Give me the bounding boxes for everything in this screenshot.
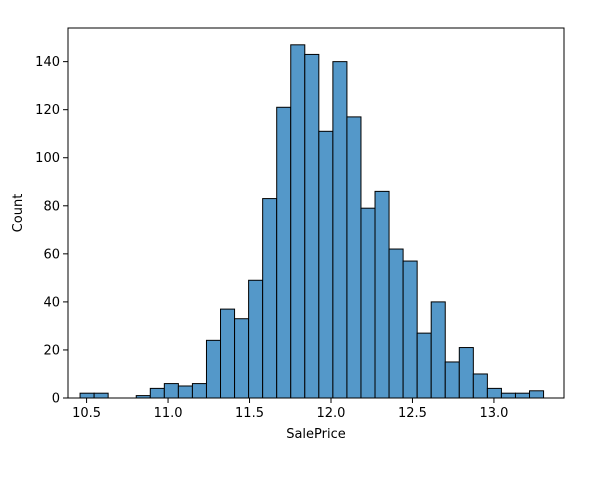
histogram-bar [416, 332, 432, 399]
x-axis-label: SalePrice [286, 427, 346, 442]
y-tick-label: 60 [43, 247, 60, 262]
y-tick-label: 140 [35, 55, 60, 70]
histogram-bar [318, 130, 334, 399]
y-tick-label: 0 [52, 392, 60, 407]
x-axis-ticks: 10.5 11.0 11.5 12.0 12.5 13.0 [72, 398, 508, 421]
histogram-bar [276, 106, 292, 399]
x-tick-label: 10.5 [72, 406, 101, 421]
histogram-bar [486, 387, 502, 399]
histogram-bar [220, 308, 236, 399]
histogram-bar [163, 383, 179, 399]
histogram-bar [93, 392, 109, 399]
histogram-bars [79, 44, 545, 399]
histogram-bar [149, 387, 165, 399]
y-tick-label: 20 [43, 343, 60, 358]
histogram-bar [388, 248, 404, 399]
plot-frame [67, 27, 565, 399]
x-tick-label: 11.0 [154, 406, 183, 421]
histogram-bar [500, 392, 516, 399]
histogram-bar [304, 53, 320, 399]
histogram-bar [402, 260, 418, 399]
histogram-bar [79, 392, 95, 399]
histogram-bar [234, 318, 250, 399]
histogram-bar [529, 390, 545, 399]
histogram-bar [248, 279, 264, 399]
histogram-bar [290, 44, 306, 399]
histogram-bar [262, 198, 278, 399]
x-tick-label: 11.5 [235, 406, 264, 421]
x-tick-label: 13.0 [479, 406, 508, 421]
histogram-bar [191, 383, 207, 399]
histogram-bar [332, 61, 348, 399]
histogram-bar [177, 385, 193, 399]
y-axis-label: Count [11, 194, 26, 233]
y-tick-label: 40 [43, 295, 60, 310]
y-tick-label: 100 [35, 151, 60, 166]
x-tick-label: 12.0 [317, 406, 346, 421]
y-axis-ticks: 0 20 40 60 80 100 120 140 [35, 55, 68, 407]
histogram-bar [374, 190, 390, 399]
histogram-bar [458, 347, 474, 399]
histogram-bar [444, 361, 460, 399]
histogram-bar [430, 301, 446, 399]
x-tick-label: 12.5 [398, 406, 427, 421]
histogram-bar [360, 207, 376, 399]
histogram-bar [472, 373, 488, 399]
histogram-bar [205, 339, 222, 399]
histogram-bar [346, 116, 362, 399]
histogram-bar [514, 392, 531, 399]
y-tick-label: 120 [35, 103, 60, 118]
y-tick-label: 80 [43, 199, 60, 214]
